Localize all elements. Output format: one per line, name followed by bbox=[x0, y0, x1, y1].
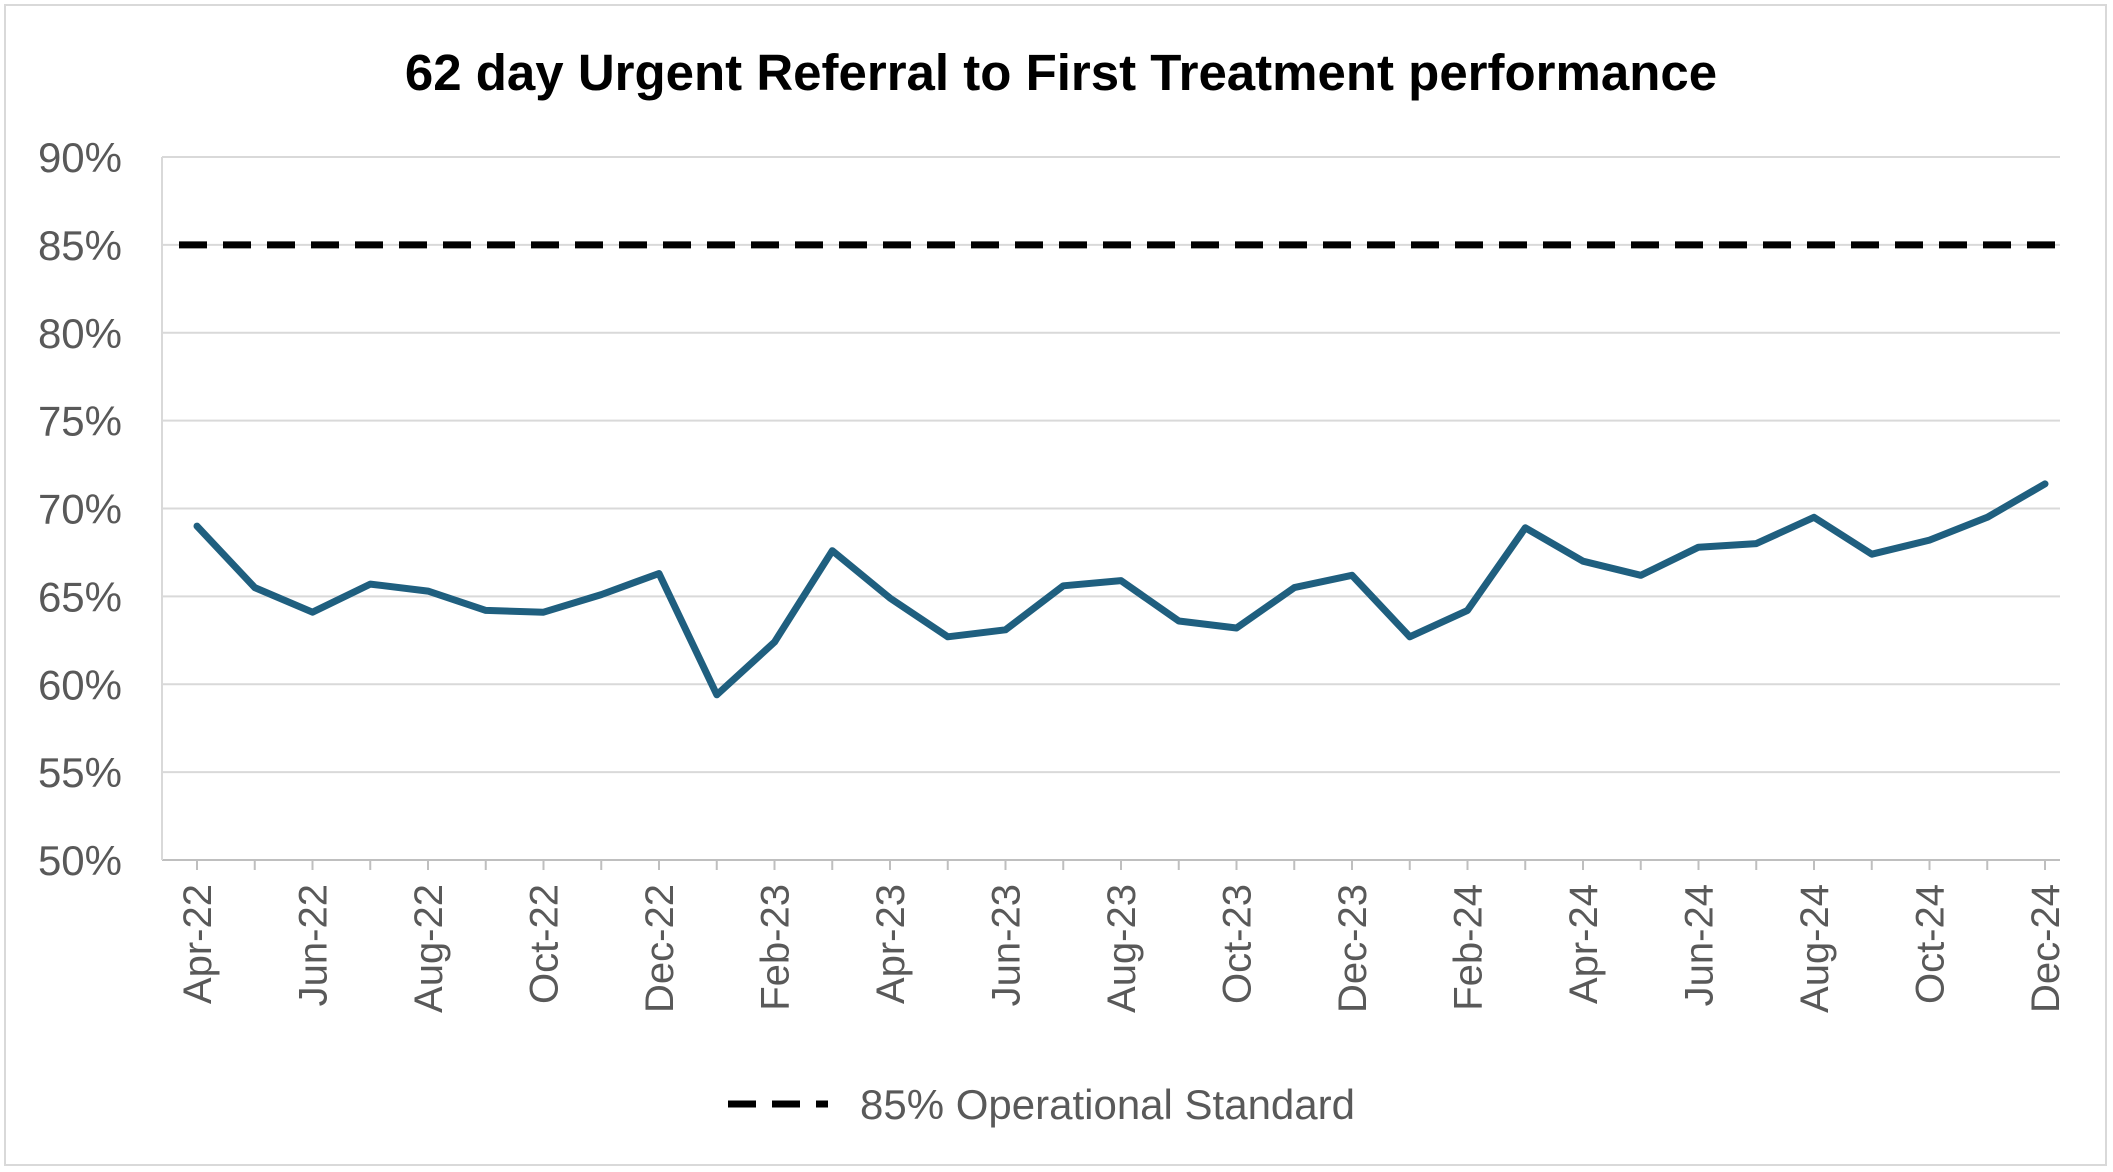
x-tick-label: Apr-22 bbox=[176, 884, 220, 1004]
x-tick-label: Feb-24 bbox=[1447, 884, 1491, 1011]
y-tick-label: 70% bbox=[38, 486, 122, 533]
y-tick-label: 75% bbox=[38, 398, 122, 445]
performance-line bbox=[193, 480, 2049, 699]
legend: 85% Operational Standard bbox=[728, 1081, 1355, 1128]
x-tick-label: Apr-24 bbox=[1562, 884, 1606, 1004]
x-tick-label: Apr-23 bbox=[869, 884, 913, 1004]
y-tick-label: 60% bbox=[38, 661, 122, 708]
x-tick-label: Dec-24 bbox=[2024, 884, 2068, 1013]
x-tick-label: Oct-23 bbox=[1216, 884, 1260, 1004]
y-tick-label: 90% bbox=[38, 134, 122, 181]
legend-label-operational-standard: 85% Operational Standard bbox=[860, 1081, 1355, 1128]
x-axis-ticks: Apr-22 Jun-22 Aug-22 Oct-22 Dec-22 Feb-23 Apr-… bbox=[176, 884, 2068, 1013]
x-tick-label: Aug-24 bbox=[1793, 884, 1837, 1013]
y-axis-ticks: 50% 55% 60% 65% 70% 75% 80% 85% 90% bbox=[38, 134, 122, 884]
y-tick-label: 80% bbox=[38, 310, 122, 357]
x-tick-label: Oct-24 bbox=[1909, 884, 1953, 1004]
x-tick-label: Jun-23 bbox=[985, 884, 1029, 1006]
x-tick-label: Jun-22 bbox=[292, 884, 336, 1006]
y-tick-label: 50% bbox=[38, 837, 122, 884]
x-axis bbox=[161, 157, 2060, 870]
x-tick-label: Aug-22 bbox=[407, 884, 451, 1013]
series-lines bbox=[179, 241, 2063, 699]
x-tick-label: Dec-22 bbox=[638, 884, 682, 1013]
x-tick-label: Oct-22 bbox=[523, 884, 567, 1004]
y-tick-label: 55% bbox=[38, 749, 122, 796]
x-tick-label: Jun-24 bbox=[1678, 884, 1722, 1006]
chart-title: 62 day Urgent Referral to First Treatmen… bbox=[405, 44, 1717, 101]
y-tick-label: 65% bbox=[38, 573, 122, 620]
y-tick-label: 85% bbox=[38, 222, 122, 269]
x-tick-label: Dec-23 bbox=[1331, 884, 1375, 1013]
x-tick-label: Feb-23 bbox=[754, 884, 798, 1011]
chart-frame bbox=[4, 4, 2107, 1166]
x-tick-label: Aug-23 bbox=[1100, 884, 1144, 1013]
gridlines bbox=[162, 156, 2060, 861]
